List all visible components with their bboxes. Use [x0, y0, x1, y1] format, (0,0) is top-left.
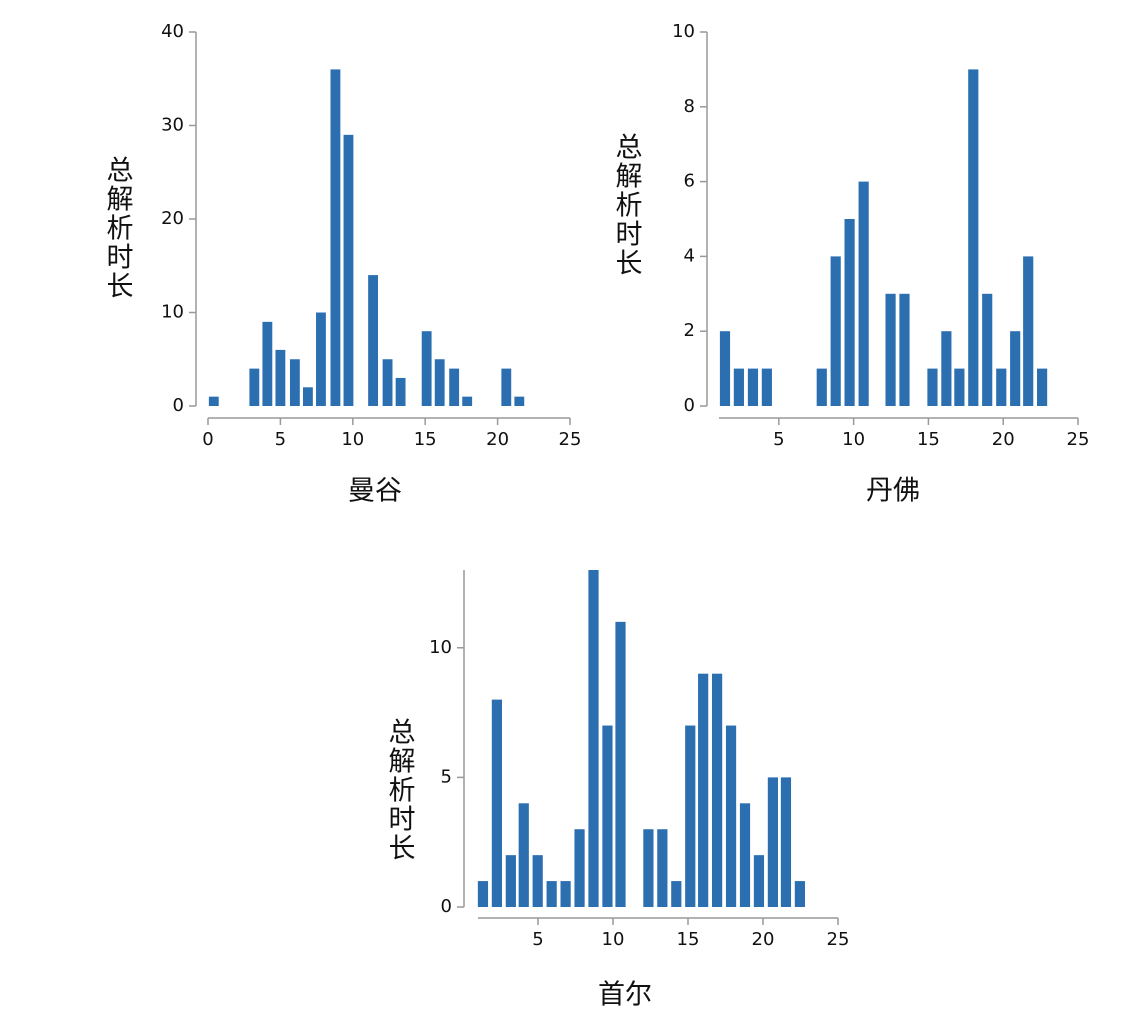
x-tick-label: 5 [532, 929, 543, 950]
x-tick-label: 20 [752, 929, 775, 950]
y-tick-label: 30 [161, 115, 184, 136]
y-tick-label: 8 [684, 96, 695, 117]
bar [330, 69, 341, 407]
bar [830, 256, 841, 406]
bar [927, 368, 938, 406]
bar [449, 368, 460, 406]
y-axis-label: 总解析时长 [611, 132, 643, 277]
x-tick-label: 15 [414, 429, 437, 450]
bar [501, 368, 512, 406]
bar [518, 803, 529, 907]
bar [844, 219, 855, 406]
x-tick-label: 15 [677, 929, 700, 950]
bar [767, 777, 778, 907]
y-tick-label: 10 [672, 21, 695, 42]
bar [368, 275, 378, 406]
bar [532, 855, 543, 907]
bar [753, 855, 765, 907]
bar [671, 881, 682, 907]
bar [941, 331, 952, 406]
y-tick-label: 40 [161, 21, 184, 42]
bar [316, 312, 326, 406]
y-tick-label: 20 [161, 208, 184, 229]
y-tick-label: 0 [684, 395, 695, 416]
bar [208, 396, 219, 406]
y-tick-label: 0 [173, 395, 184, 416]
bar [643, 829, 654, 907]
bar [698, 673, 709, 907]
x-tick-label: 25 [827, 929, 850, 950]
bar [816, 368, 827, 406]
bar [395, 377, 406, 406]
x-axis-label: 首尔 [598, 980, 652, 1011]
bar [302, 387, 313, 406]
bar [968, 69, 979, 407]
x-tick-label: 5 [773, 429, 784, 450]
bar [899, 293, 910, 406]
y-tick-label: 10 [161, 302, 184, 323]
bar [733, 368, 744, 406]
bar [546, 881, 557, 907]
bar [885, 293, 896, 406]
bar [289, 359, 300, 406]
bar [719, 331, 731, 406]
x-axis-label: 丹佛 [866, 476, 920, 507]
bar [275, 349, 286, 406]
bar [1010, 331, 1021, 406]
bar [858, 181, 869, 406]
bar [491, 699, 502, 907]
bar [421, 331, 432, 406]
y-tick-label: 2 [684, 320, 695, 341]
x-tick-label: 10 [842, 429, 865, 450]
bar [982, 293, 993, 406]
bar [249, 368, 260, 406]
x-tick-label: 0 [202, 429, 213, 450]
bar [462, 396, 473, 406]
bar [343, 134, 354, 406]
bar [560, 881, 571, 907]
y-tick-label: 5 [441, 766, 452, 787]
y-axis-label: 总解析时长 [102, 155, 134, 300]
x-tick-label: 15 [917, 429, 940, 450]
y-tick-label: 10 [429, 637, 452, 658]
bar [588, 570, 599, 907]
bar [747, 368, 759, 406]
bar [712, 673, 723, 907]
bar [794, 881, 805, 907]
bar [996, 368, 1007, 406]
x-tick-label: 20 [992, 429, 1015, 450]
bar [505, 855, 516, 907]
y-tick-label: 6 [684, 171, 695, 192]
bar [780, 777, 792, 907]
x-tick-label: 20 [486, 429, 509, 450]
bar [739, 803, 751, 907]
bar [657, 829, 668, 907]
bar [477, 881, 489, 907]
x-axis-label: 曼谷 [348, 476, 402, 507]
x-tick-label: 25 [1067, 429, 1090, 450]
bar [434, 359, 445, 406]
x-tick-label: 10 [341, 429, 364, 450]
bar [954, 368, 965, 406]
y-axis-label: 总解析时长 [384, 717, 416, 862]
bar [725, 725, 737, 907]
y-tick-label: 4 [684, 245, 695, 266]
bar [615, 621, 626, 907]
bar [761, 368, 772, 406]
bar [382, 359, 393, 406]
x-tick-label: 25 [559, 429, 582, 450]
bar [574, 829, 585, 907]
bar [262, 321, 273, 406]
bar [685, 725, 696, 907]
bar [602, 725, 613, 907]
bar [1037, 368, 1048, 406]
y-tick-label: 0 [441, 896, 452, 917]
x-tick-label: 10 [602, 929, 625, 950]
x-tick-label: 5 [275, 429, 286, 450]
bar [514, 396, 525, 406]
bar [1023, 256, 1034, 406]
